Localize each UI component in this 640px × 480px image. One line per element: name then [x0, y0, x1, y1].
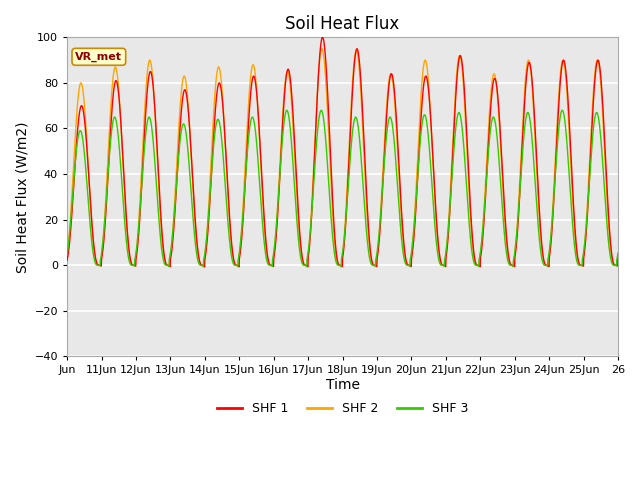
- Title: Soil Heat Flux: Soil Heat Flux: [285, 15, 399, 33]
- SHF 1: [237, 241, 245, 247]
- SHF 3: [509, 263, 516, 269]
- X-axis label: Time: Time: [326, 378, 360, 392]
- SHF 2: [318, 46, 326, 52]
- SHF 3: [337, 264, 345, 270]
- SHF 2: [509, 263, 516, 268]
- SHF 2: [237, 232, 245, 238]
- SHF 3: [607, 255, 614, 261]
- SHF 3: [63, 252, 71, 257]
- SHF 3: [614, 250, 622, 256]
- SHF 2: [607, 246, 614, 252]
- SHF 3: [237, 235, 245, 241]
- Line: SHF 2: SHF 2: [67, 49, 618, 267]
- SHF 1: [63, 257, 71, 263]
- SHF 2: [118, 143, 126, 149]
- Text: VR_met: VR_met: [76, 52, 122, 62]
- SHF 1: [607, 240, 614, 246]
- Line: SHF 1: SHF 1: [67, 37, 618, 267]
- SHF 1: [376, 228, 384, 234]
- SHF 1: [319, 35, 326, 40]
- SHF 2: [200, 264, 208, 270]
- SHF 2: [614, 252, 622, 258]
- SHF 1: [201, 264, 209, 270]
- SHF 3: [118, 183, 126, 189]
- SHF 3: [558, 108, 566, 113]
- SHF 3: [540, 261, 547, 267]
- SHF 2: [376, 219, 384, 225]
- SHF 1: [540, 257, 548, 263]
- SHF 2: [63, 253, 71, 259]
- SHF 1: [614, 256, 622, 262]
- SHF 1: [509, 263, 516, 268]
- SHF 1: [118, 140, 126, 146]
- SHF 3: [376, 224, 383, 229]
- Line: SHF 3: SHF 3: [67, 110, 618, 267]
- Y-axis label: Soil Heat Flux (W/m2): Soil Heat Flux (W/m2): [15, 121, 29, 273]
- Legend: SHF 1, SHF 2, SHF 3: SHF 1, SHF 2, SHF 3: [212, 397, 474, 420]
- SHF 2: [540, 260, 548, 265]
